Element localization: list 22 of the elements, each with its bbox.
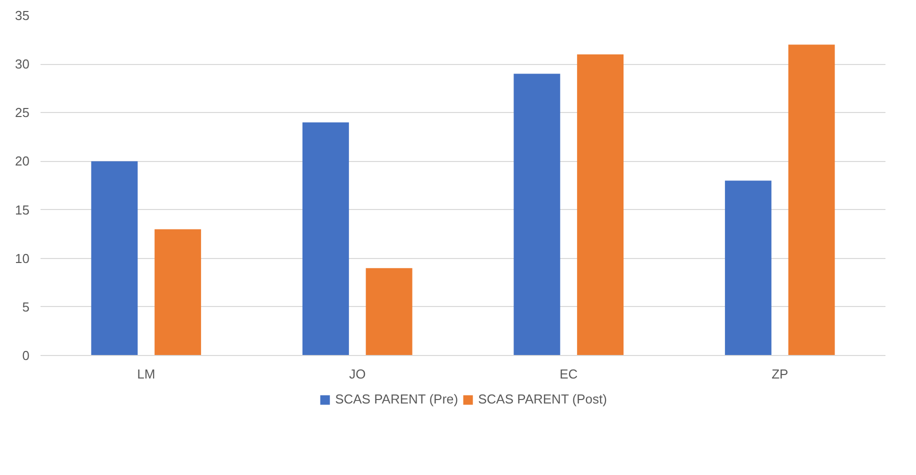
y-tick-label: 20	[15, 154, 30, 169]
y-tick-label: 15	[15, 202, 30, 218]
bar	[302, 122, 349, 356]
bar	[154, 229, 202, 356]
x-tick-label: JO	[349, 366, 366, 382]
x-tick-label: ZP	[772, 366, 788, 382]
y-tick-label: 25	[15, 105, 30, 120]
bar	[788, 44, 835, 356]
y-tick-label: 30	[15, 56, 30, 72]
x-tick-label: LM	[137, 366, 156, 382]
x-tick-label: EC	[560, 366, 578, 382]
y-tick-label: 10	[15, 250, 30, 266]
bar	[724, 180, 772, 356]
legend-label: SCAS PARENT (Pre)	[335, 392, 458, 406]
bar	[514, 74, 560, 356]
y-tick-label: 35	[15, 8, 30, 23]
bar	[91, 161, 138, 356]
y-tick-label: 0	[22, 348, 30, 363]
bar	[577, 54, 624, 356]
bar	[366, 268, 412, 356]
legend-label: SCAS PARENT (Post)	[478, 392, 607, 406]
y-tick-label: 5	[22, 299, 30, 314]
